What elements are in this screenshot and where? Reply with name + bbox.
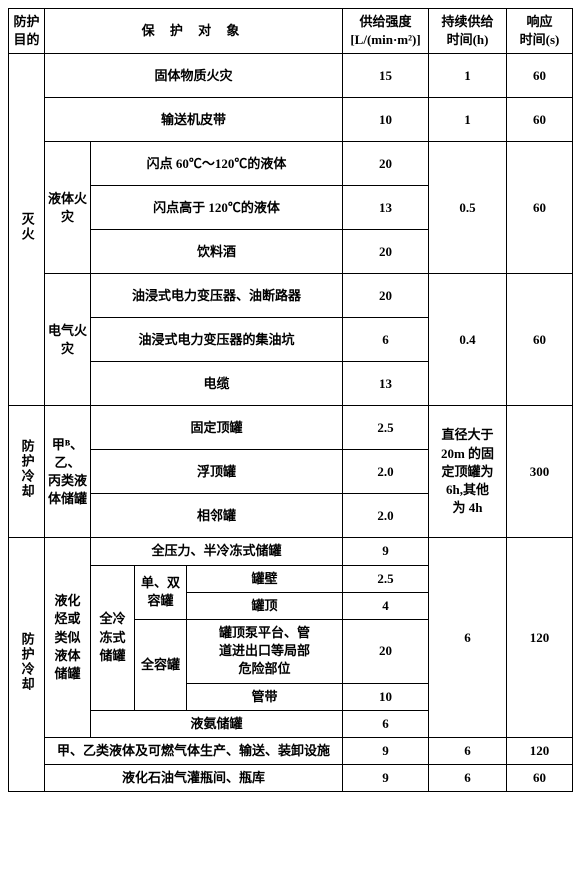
cell: 60	[507, 765, 573, 792]
cell: 2.5	[343, 565, 429, 592]
cell: 固体物质火灾	[45, 54, 343, 98]
cell: 罐顶	[187, 592, 343, 619]
cell: 6	[343, 710, 429, 737]
cell: 罐顶泵平台、管 道进出口等局部 危险部位	[187, 619, 343, 683]
cell: 9	[343, 737, 429, 764]
cell: 液氨储罐	[91, 710, 343, 737]
cell: 60	[507, 142, 573, 274]
cell: 浮顶罐	[91, 450, 343, 494]
cell: 相邻罐	[91, 494, 343, 538]
cell: 120	[507, 737, 573, 764]
cell: 60	[507, 98, 573, 142]
cell: 20	[343, 230, 429, 274]
cell: 13	[343, 186, 429, 230]
cell: 6	[429, 737, 507, 764]
protection-table: 防护目的 保 护 对 象 供给强度[L/(min·m²)] 持续供给时间(h) …	[8, 8, 573, 792]
sub-electric-fire: 电气火灾	[45, 274, 91, 406]
cell: 20	[343, 619, 429, 683]
cell: 300	[507, 406, 573, 538]
cell: 6	[343, 318, 429, 362]
cell: 输送机皮带	[45, 98, 343, 142]
cell: 油浸式电力变压器、油断路器	[91, 274, 343, 318]
cell: 60	[507, 54, 573, 98]
cell: 1	[429, 98, 507, 142]
cell: 甲、乙类液体及可燃气体生产、输送、装卸设施	[45, 737, 343, 764]
sub-full: 全容罐	[135, 619, 187, 710]
group-cooling-2: 防护冷却	[9, 538, 45, 792]
cell: 液化石油气灌瓶间、瓶库	[45, 765, 343, 792]
sub-liquid-fire: 液体火灾	[45, 142, 91, 274]
cell: 电缆	[91, 362, 343, 406]
cell: 10	[343, 98, 429, 142]
cell: 20	[343, 274, 429, 318]
cell: 固定顶罐	[91, 406, 343, 450]
cell: 0.5	[429, 142, 507, 274]
group-extinguish: 灭火	[9, 54, 45, 406]
cell: 饮料酒	[91, 230, 343, 274]
cell: 罐壁	[187, 565, 343, 592]
hdr-intensity: 供给强度[L/(min·m²)]	[343, 9, 429, 54]
cell: 直径大于 20m 的固 定顶罐为 6h,其他 为 4h	[429, 406, 507, 538]
cell: 2.0	[343, 494, 429, 538]
cell: 10	[343, 683, 429, 710]
hdr-duration: 持续供给时间(h)	[429, 9, 507, 54]
cell: 闪点 60℃～120℃的液体	[91, 142, 343, 186]
cell: 0.4	[429, 274, 507, 406]
cell: 全压力、半冷冻式储罐	[91, 538, 343, 565]
cell: 4	[343, 592, 429, 619]
cell: 13	[343, 362, 429, 406]
sub-sd: 单、双 容罐	[135, 565, 187, 619]
cell: 油浸式电力变压器的集油坑	[91, 318, 343, 362]
cell: 120	[507, 538, 573, 738]
hdr-purpose: 防护目的	[9, 9, 45, 54]
sub-tanks: 甲ᴮ、乙、 丙类液 体储罐	[45, 406, 91, 538]
group-cooling-1: 防护冷却	[9, 406, 45, 538]
cell: 60	[507, 274, 573, 406]
hdr-response: 响应时间(s)	[507, 9, 573, 54]
sub-lh: 液化 烃或 类似 液体 储罐	[45, 538, 91, 738]
cell: 9	[343, 765, 429, 792]
hdr-object: 保 护 对 象	[45, 9, 343, 54]
sub-cold: 全冷 冻式 储罐	[91, 565, 135, 710]
cell: 2.0	[343, 450, 429, 494]
cell: 6	[429, 538, 507, 738]
cell: 20	[343, 142, 429, 186]
cell: 9	[343, 538, 429, 565]
cell: 6	[429, 765, 507, 792]
cell: 闪点高于 120℃的液体	[91, 186, 343, 230]
cell: 1	[429, 54, 507, 98]
cell: 管带	[187, 683, 343, 710]
cell: 2.5	[343, 406, 429, 450]
cell: 15	[343, 54, 429, 98]
